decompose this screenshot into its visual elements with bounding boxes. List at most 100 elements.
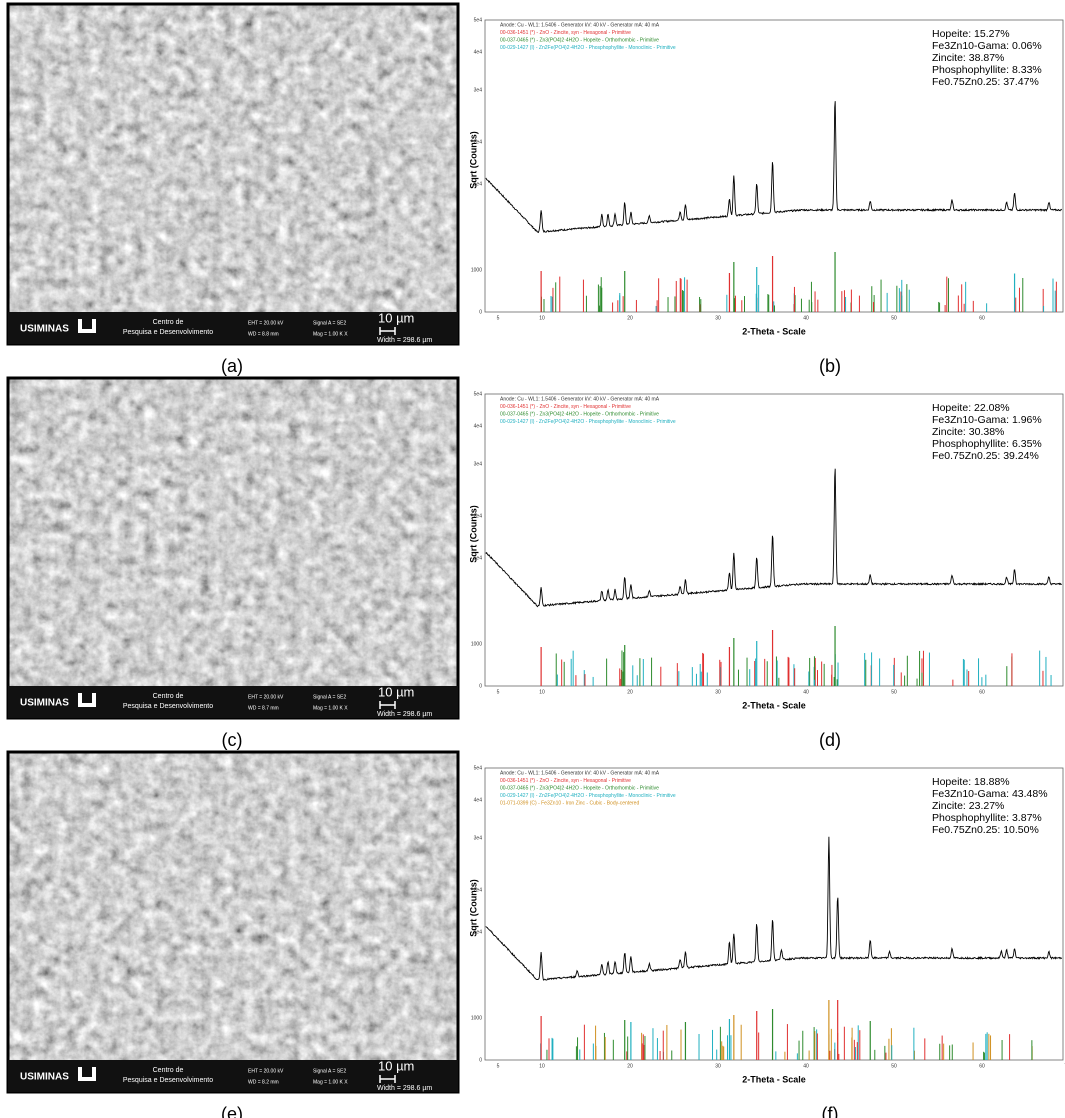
sem-logo-u [78, 319, 96, 333]
phase-fraction: Fe0.75Zn0.25: 10.50% [932, 824, 1039, 836]
phase-fraction: Hopeite: 22.08% [932, 402, 1010, 414]
sem-label: (e) [221, 1104, 243, 1118]
x-tick-label: 40 [803, 315, 809, 321]
x-tick-label: 40 [803, 1063, 809, 1069]
x-tick-label: 60 [979, 1063, 985, 1069]
sem-logo-u [78, 693, 96, 707]
sem-signal: Signal A = SE2 [313, 694, 346, 700]
x-axis-title: 2-Theta - Scale [742, 1074, 806, 1084]
legend-entry: 01-071-0399 (C) - Fe3Zn10 - Iron Zinc - … [500, 800, 639, 806]
sem-mag: Mag = 1.00 K X [313, 331, 348, 337]
x-tick-label: 50 [891, 689, 897, 695]
y-axis-title: Sqrt (Counts) [468, 131, 478, 189]
x-tick-label: 20 [627, 689, 633, 695]
x-tick-label: 30 [715, 1063, 721, 1069]
legend-entry: 00-037-0465 (*) - Zn3(PO4)2·4H2O - Hopei… [500, 37, 659, 43]
sem-wd: WD = 8.2 mm [248, 1079, 279, 1085]
sem-label: (c) [222, 730, 243, 750]
phase-fraction: Fe0.75Zn0.25: 37.47% [932, 76, 1039, 88]
sem-scale-bar [379, 327, 396, 335]
phase-fraction: Phosphophyllite: 6.35% [932, 438, 1042, 450]
xrd-label: (b) [819, 356, 841, 376]
x-tick-label: 30 [715, 689, 721, 695]
y-tick-label: 3e4 [474, 461, 483, 467]
legend-entry: Anode: Cu - WL1: 1.5406 - Generator kV: … [500, 770, 660, 776]
plot-frame [484, 393, 1064, 687]
phase-fraction: Zincite: 30.38% [932, 426, 1004, 438]
x-tick-label: 60 [979, 689, 985, 695]
phase-fraction: Fe0.75Zn0.25: 39.24% [932, 450, 1039, 462]
xrd-pattern [485, 101, 1063, 234]
sem-wd: WD = 8.8 mm [248, 331, 279, 337]
legend-entry: 00-029-1427 (I) - Zn2Fe(PO4)2·4H2O - Pho… [500, 419, 676, 425]
x-tick-label: 20 [627, 315, 633, 321]
y-axis-title: Sqrt (Counts) [468, 879, 478, 937]
sem-logo: USIMINAS [20, 1072, 69, 1083]
sem-image [8, 752, 458, 1092]
legend-entry: Anode: Cu - WL1: 1.5406 - Generator kV: … [500, 22, 660, 28]
sem-wd: WD = 8.7 mm [248, 705, 279, 711]
y-tick-label: 0 [479, 309, 482, 315]
y-tick-label: 3e4 [474, 835, 483, 841]
x-axis-title: 2-Theta - Scale [742, 326, 806, 336]
y-tick-label: 4e4 [474, 423, 483, 429]
phase-fraction: Phosphophyllite: 3.87% [932, 812, 1042, 824]
y-tick-label: 4e4 [474, 797, 483, 803]
y-tick-label: 1e4 [474, 555, 483, 561]
y-tick-label: 0 [479, 1057, 482, 1063]
phase-fraction: Fe3Zn10-Gama: 43.48% [932, 788, 1048, 800]
sem-mag: Mag = 1.00 K X [313, 705, 348, 711]
phase-fraction: Zincite: 23.27% [932, 800, 1004, 812]
sem-scale-bar [379, 1075, 396, 1083]
sem-scale: 10 µm [378, 684, 414, 699]
x-tick-label: 50 [891, 315, 897, 321]
x-tick-label: 10 [539, 1063, 545, 1069]
phase-fraction: Zincite: 38.87% [932, 52, 1004, 64]
x-tick-label: 10 [539, 315, 545, 321]
sem-logo-u [78, 1067, 96, 1081]
legend-entry: 00-036-1451 (*) - ZnO - Zincite, syn - H… [500, 778, 631, 784]
sem-logo: USIMINAS [20, 324, 69, 335]
legend-entry: 00-036-1451 (*) - ZnO - Zincite, syn - H… [500, 30, 631, 36]
y-tick-label: 2e4 [474, 513, 483, 519]
plot-frame [484, 767, 1064, 1061]
legend-entry: 00-029-1427 (I) - Zn2Fe(PO4)2·4H2O - Pho… [500, 45, 676, 51]
y-tick-label: 1000 [471, 1015, 482, 1021]
phase-fraction: Fe3Zn10-Gama: 0.06% [932, 40, 1042, 52]
phase-fraction: Hopeite: 15.27% [932, 28, 1010, 40]
sem-center-2: Pesquisa e Desenvolvimento [123, 329, 213, 336]
sem-info-bar [8, 686, 458, 718]
sem-center-2: Pesquisa e Desenvolvimento [123, 703, 213, 710]
y-tick-label: 1000 [471, 267, 482, 273]
x-tick-label: 50 [891, 1063, 897, 1069]
legend-entry: 00-029-1427 (I) - Zn2Fe(PO4)2·4H2O - Pho… [500, 793, 676, 799]
x-tick-label: 20 [627, 1063, 633, 1069]
y-axis-title: Sqrt (Counts) [468, 505, 478, 563]
y-tick-label: 3e4 [474, 87, 483, 93]
sem-signal: Signal A = SE2 [313, 320, 346, 326]
sem-logo: USIMINAS [20, 698, 69, 709]
legend-entry: 00-036-1451 (*) - ZnO - Zincite, syn - H… [500, 404, 631, 410]
sem-info-bar [8, 312, 458, 344]
sem-width: Width = 298.6 µm [377, 711, 432, 718]
legend-entry: 00-037-0465 (*) - Zn3(PO4)2·4H2O - Hopei… [500, 411, 659, 417]
sem-eht: EHT = 20.00 kV [248, 1068, 284, 1074]
phase-fraction: Phosphophyllite: 8.33% [932, 64, 1042, 76]
sem-scale: 10 µm [378, 1058, 414, 1073]
sem-scale: 10 µm [378, 310, 414, 325]
sem-info-bar [8, 1060, 458, 1092]
sem-center-1: Centro de [153, 1067, 184, 1074]
xrd-pattern [485, 836, 1063, 981]
sem-width: Width = 298.6 µm [377, 337, 432, 344]
xrd-pattern [485, 468, 1062, 608]
x-tick-label: 30 [715, 315, 721, 321]
sem-label: (a) [221, 356, 243, 376]
x-tick-label: 5 [497, 315, 500, 321]
phase-fraction: Hopeite: 18.88% [932, 776, 1010, 788]
y-tick-label: 1e4 [474, 181, 483, 187]
y-tick-label: 5e4 [474, 17, 483, 23]
xrd-label: (f) [822, 1104, 839, 1118]
x-tick-label: 5 [497, 1063, 500, 1069]
legend-entry: 00-037-0465 (*) - Zn3(PO4)2·4H2O - Hopei… [500, 785, 659, 791]
